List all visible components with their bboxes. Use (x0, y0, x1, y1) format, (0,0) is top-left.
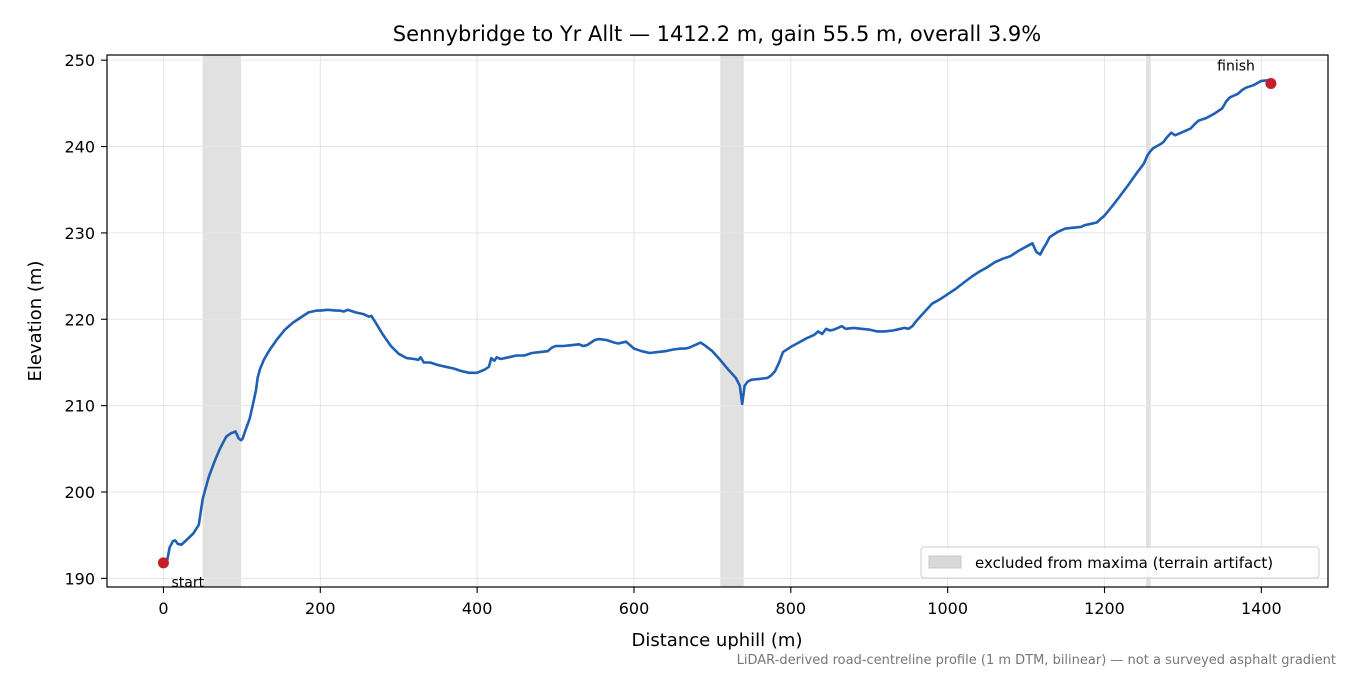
legend-box (920, 546, 1320, 579)
x-axis-label: Distance uphill (m) (632, 630, 803, 651)
gridlines (107, 55, 1328, 587)
y-tick-label: 240 (64, 138, 95, 157)
start-marker (157, 557, 169, 569)
chart-title: Sennybridge to Yr Allt — 1412.2 m, gain … (393, 22, 1041, 46)
footnote: LiDAR-derived road-centreline profile (1… (737, 653, 1336, 668)
x-tick-label: 600 (619, 599, 650, 618)
plot-frame (106, 54, 1329, 588)
series-layer (162, 78, 1273, 565)
start-label: start (171, 575, 204, 591)
y-tick-label: 200 (64, 483, 95, 502)
legend: excluded from maxima (terrain artifact) (920, 546, 1320, 579)
x-tick-label: 1400 (1241, 599, 1282, 618)
y-tick-label: 210 (64, 397, 95, 416)
y-tick-label: 250 (64, 51, 95, 70)
x-tick-label: 800 (776, 599, 807, 618)
tick-layer: 0 200 400 600 800 1000 1200 1400 190 200 210 220 230… (64, 51, 1281, 618)
x-tick-label: 200 (305, 599, 336, 618)
y-tick-label: 220 (64, 310, 95, 329)
x-tick-label: 400 (462, 599, 493, 618)
elevation-line (162, 78, 1273, 565)
finish-marker (1265, 78, 1277, 89)
y-axis-label: Elevation (m) (25, 261, 46, 382)
excluded-band (202, 55, 242, 587)
y-tick-label: 230 (64, 224, 95, 243)
y-tick-label: 190 (64, 569, 95, 588)
x-tick-label: 1000 (927, 599, 968, 618)
x-tick-label: 1200 (1084, 599, 1125, 618)
x-tick-label: 0 (158, 599, 168, 618)
legend-label: excluded from maxima (terrain artifact) (975, 554, 1273, 572)
finish-label: finish (1217, 59, 1255, 75)
excluded-bands (202, 55, 1151, 587)
legend-swatch (928, 555, 962, 569)
excluded-band (1146, 55, 1151, 587)
excluded-band (720, 55, 744, 587)
